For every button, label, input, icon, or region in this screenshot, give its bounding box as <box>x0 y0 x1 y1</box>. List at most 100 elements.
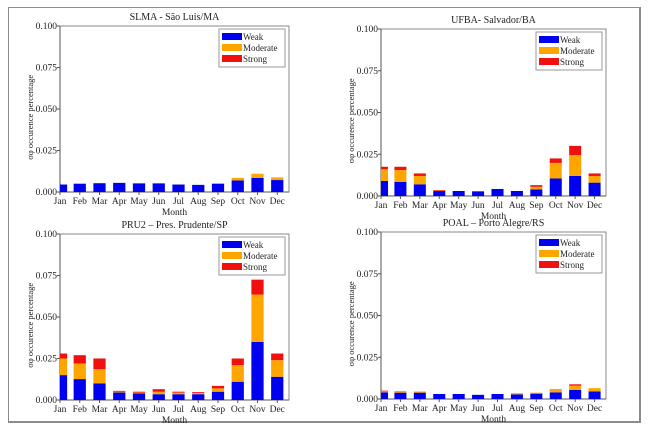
x-tick-label: Jul <box>492 404 503 414</box>
bar-weak <box>510 190 523 196</box>
x-tick-label: Mar <box>92 405 109 415</box>
bar-strong <box>569 145 582 156</box>
x-axis-label: Month <box>481 212 507 222</box>
legend-swatch-strong <box>222 55 242 62</box>
bar-weak <box>231 180 244 192</box>
bar-weak <box>472 191 485 196</box>
x-tick-label: Sep <box>529 404 544 414</box>
bar-weak <box>381 180 389 196</box>
bar-strong <box>381 390 389 392</box>
x-axis-label: Month <box>481 415 507 425</box>
y-tick-label: 0.025 <box>357 353 379 363</box>
bar-weak <box>251 341 264 400</box>
x-tick-label: Apr <box>432 404 448 414</box>
legend-swatch-moderate <box>539 47 559 54</box>
x-tick-label: Apr <box>432 201 448 211</box>
bar-weak <box>433 393 446 399</box>
chart-title: POAL – Porto Alegre/RS <box>443 218 545 229</box>
legend-label: Strong <box>560 260 585 270</box>
legend-label: Weak <box>243 32 264 42</box>
y-axis-label: σφ occurence percentage <box>346 281 356 366</box>
bar-weak <box>73 183 86 192</box>
bar-weak <box>60 375 68 400</box>
legend-label: Moderate <box>560 46 594 56</box>
bar-weak <box>394 181 407 196</box>
y-axis-label: σφ occurence percentage <box>346 78 356 163</box>
bar-weak <box>271 180 284 192</box>
x-tick-label: Jun <box>471 201 484 211</box>
bar-moderate <box>132 392 146 394</box>
bar-moderate <box>211 183 225 184</box>
x-tick-label: May <box>130 405 148 415</box>
x-tick-label: May <box>450 404 468 414</box>
y-tick-label: 0.050 <box>357 109 379 119</box>
bar-moderate <box>510 393 523 395</box>
chart-title: UFBA- Salvador/BA <box>451 15 537 26</box>
bar-strong <box>549 158 562 163</box>
x-tick-label: Feb <box>73 405 88 415</box>
bar-weak <box>452 190 465 196</box>
bar-strong <box>73 355 86 364</box>
y-tick-label: 0.000 <box>357 395 379 405</box>
y-tick-label: 0.100 <box>357 228 379 238</box>
x-tick-label: May <box>450 201 468 211</box>
legend-label: Strong <box>243 262 268 272</box>
bar-moderate <box>152 391 165 395</box>
y-tick-label: 0.000 <box>36 396 58 406</box>
bar-weak <box>192 184 205 192</box>
x-axis-label: Month <box>162 416 188 426</box>
x-tick-label: Dec <box>587 404 602 414</box>
x-tick-label: Jan <box>54 405 67 415</box>
bar-weak <box>192 394 205 400</box>
x-tick-label: Dec <box>270 405 285 415</box>
bar-weak <box>73 379 86 400</box>
bar-moderate <box>251 294 264 342</box>
bar-weak <box>510 394 523 399</box>
y-tick-label: 0.100 <box>357 25 379 35</box>
bar-weak <box>569 175 582 196</box>
x-tick-label: Sep <box>211 405 226 415</box>
bar-weak <box>60 184 68 192</box>
bar-weak <box>251 177 264 192</box>
bar-weak <box>152 394 165 400</box>
x-tick-label: Mar <box>92 197 109 207</box>
x-tick-label: Jun <box>152 197 165 207</box>
x-tick-label: Jan <box>375 201 388 211</box>
x-tick-label: Jul <box>492 201 503 211</box>
bar-weak <box>530 393 543 399</box>
chart-title: PRU2 – Pres. Prudente/SP <box>121 220 228 231</box>
x-tick-label: Aug <box>190 405 207 415</box>
bar-strong <box>172 391 185 393</box>
bar-moderate <box>394 390 407 393</box>
legend-swatch-strong <box>539 261 559 268</box>
bar-weak <box>549 392 562 399</box>
bar-strong <box>60 353 68 359</box>
bar-weak <box>433 190 446 196</box>
bar-weak <box>491 188 504 196</box>
y-tick-label: 0.025 <box>357 150 379 160</box>
bar-strong <box>394 166 407 171</box>
legend-label: Weak <box>560 238 581 248</box>
x-tick-label: Aug <box>509 404 526 414</box>
bar-weak <box>211 391 225 400</box>
legend-label: Moderate <box>243 251 277 261</box>
x-tick-label: Sep <box>529 201 544 211</box>
y-tick-label: 0.100 <box>36 230 58 240</box>
bar-weak <box>413 392 426 399</box>
bar-weak <box>381 392 389 399</box>
legend-label: Strong <box>560 57 585 67</box>
bar-strong <box>433 190 446 191</box>
bar-weak <box>211 183 225 192</box>
bar-weak <box>452 393 465 399</box>
x-tick-label: Oct <box>549 201 563 211</box>
bar-strong <box>231 358 244 366</box>
legend-swatch-moderate <box>539 250 559 257</box>
x-tick-label: Aug <box>190 197 207 207</box>
bar-strong <box>251 279 264 295</box>
bar-moderate <box>113 391 126 393</box>
y-tick-label: 0.100 <box>36 22 58 32</box>
x-tick-label: Oct <box>231 197 245 207</box>
x-tick-label: Mar <box>412 201 429 211</box>
bar-strong <box>211 385 225 389</box>
chart-title: SLMA - São Luis/MA <box>130 12 221 23</box>
